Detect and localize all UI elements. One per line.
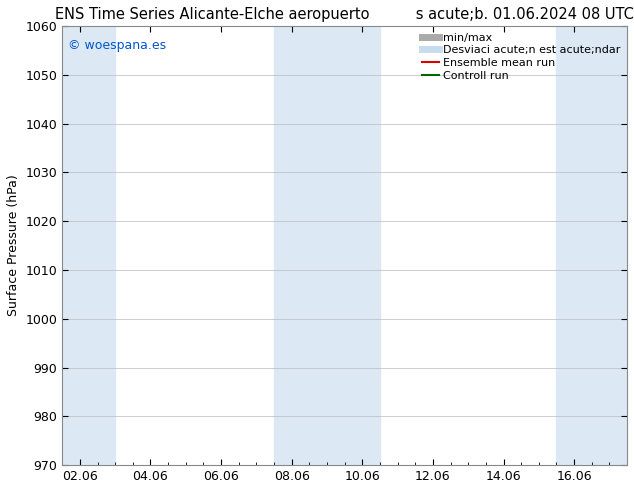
Legend: min/max, Desviaci acute;n est acute;ndar, Ensemble mean run, Controll run: min/max, Desviaci acute;n est acute;ndar… <box>417 28 625 85</box>
Y-axis label: Surface Pressure (hPa): Surface Pressure (hPa) <box>7 174 20 317</box>
Text: © woespana.es: © woespana.es <box>68 39 166 52</box>
Bar <box>62 26 115 465</box>
Title: ENS Time Series Alicante-Elche aeropuerto          s acute;b. 01.06.2024 08 UTC: ENS Time Series Alicante-Elche aeropuert… <box>55 7 634 22</box>
Bar <box>274 26 380 465</box>
Bar <box>557 26 627 465</box>
